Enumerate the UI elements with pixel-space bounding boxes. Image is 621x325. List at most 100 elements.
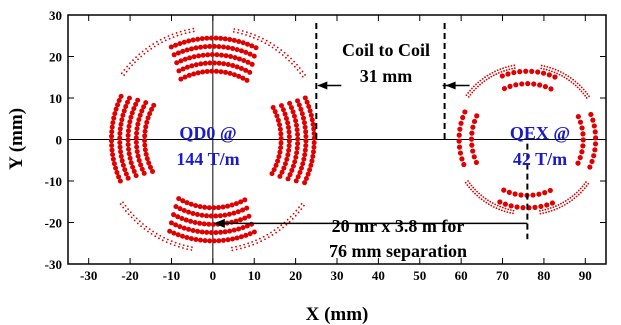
- yoke-dot: [257, 39, 259, 41]
- yoke-dot: [180, 31, 182, 33]
- coil-strand: [120, 158, 125, 163]
- yoke-dot: [472, 187, 474, 189]
- yoke-dot: [233, 31, 235, 33]
- coil-strand: [283, 112, 288, 117]
- coil-strand: [291, 109, 296, 114]
- coil-strand: [211, 205, 216, 210]
- x-tick-label: 0: [210, 268, 217, 283]
- yoke-dot: [584, 187, 586, 189]
- yoke-dot: [166, 241, 168, 243]
- coil-strand: [472, 119, 477, 124]
- coil-strand: [110, 148, 115, 153]
- yoke-dot: [499, 68, 501, 70]
- coil-strand: [126, 176, 131, 181]
- yoke-dot: [474, 193, 476, 195]
- yoke-dot: [493, 74, 495, 76]
- coil-strand: [587, 164, 592, 169]
- coil-strand: [469, 143, 474, 148]
- coil-strand: [199, 213, 204, 218]
- yoke-dot: [277, 47, 279, 49]
- coil-strand: [187, 73, 192, 78]
- yoke-dot: [244, 246, 246, 248]
- yoke-dot: [161, 41, 163, 43]
- yoke-dot: [556, 208, 558, 210]
- yoke-dot: [290, 58, 292, 60]
- yoke-dot: [509, 212, 511, 214]
- coil-strand: [544, 202, 549, 207]
- yoke-dot: [189, 31, 191, 33]
- coil-strand: [541, 71, 546, 76]
- coil-strand: [143, 129, 148, 134]
- coil-strand: [287, 134, 292, 139]
- yoke-dot: [147, 231, 149, 233]
- yoke-dot: [587, 183, 589, 185]
- yoke-dot: [511, 65, 513, 67]
- coil-strand: [303, 148, 308, 153]
- coil-strand: [185, 48, 190, 53]
- coil-strand: [138, 162, 143, 167]
- coil-strand: [230, 236, 235, 241]
- yoke-dot: [150, 48, 152, 50]
- coil-strand: [301, 116, 306, 121]
- coil-strand: [470, 125, 475, 130]
- coil-strand: [274, 163, 279, 168]
- x-tick-label: 90: [579, 268, 592, 283]
- coil-strand: [230, 46, 235, 51]
- coil-strand: [109, 138, 114, 143]
- coil-strand: [128, 115, 133, 120]
- yoke-dot: [551, 70, 553, 72]
- yoke-dot: [482, 196, 484, 198]
- coil-strand: [202, 205, 207, 210]
- yoke-dot: [469, 90, 471, 92]
- coil-strand: [236, 209, 241, 214]
- coil-strand: [135, 149, 140, 154]
- yoke-dot: [566, 78, 568, 80]
- yoke-dot: [474, 189, 476, 191]
- yoke-dot: [513, 64, 515, 66]
- coil-strand: [523, 69, 528, 74]
- coil-strand: [458, 150, 463, 155]
- yoke-dot: [499, 206, 501, 208]
- yoke-dot: [581, 91, 583, 93]
- coil-strand: [303, 143, 308, 148]
- yoke-dot: [479, 84, 481, 86]
- coil-strand: [293, 155, 298, 160]
- yoke-dot: [481, 198, 483, 200]
- yoke-dot: [572, 195, 574, 197]
- yoke-dot: [489, 73, 491, 75]
- yoke-dot: [158, 237, 160, 239]
- yoke-dot: [586, 93, 588, 95]
- yoke-dot: [573, 197, 575, 199]
- coil-strand: [126, 147, 131, 152]
- y-tick-label: -20: [45, 216, 62, 231]
- yoke-dot: [489, 201, 491, 203]
- yoke-dot: [128, 68, 130, 70]
- coil-strand: [457, 127, 462, 132]
- y-tick-label: -30: [45, 257, 62, 272]
- coil-strand: [218, 69, 223, 74]
- yoke-dot: [178, 246, 180, 248]
- yoke-dot: [303, 205, 305, 207]
- coil-strand: [576, 114, 581, 119]
- yoke-dot: [284, 52, 286, 54]
- yoke-dot: [501, 209, 503, 211]
- coil-strand: [122, 108, 127, 113]
- yoke-dot: [125, 210, 127, 212]
- coil-to-coil-label-line1: Coil to Coil: [342, 40, 430, 60]
- coil-strand: [134, 173, 139, 178]
- coil-strand: [200, 69, 205, 74]
- yoke-dot: [478, 193, 480, 195]
- yoke-dot: [583, 183, 585, 185]
- yoke-dot: [190, 249, 192, 251]
- yoke-dot: [579, 84, 581, 86]
- coil-strand: [223, 229, 228, 234]
- coil-strand: [308, 108, 313, 113]
- coil-strand: [176, 68, 181, 73]
- yoke-dot: [280, 224, 282, 226]
- yoke-dot: [547, 208, 549, 210]
- yoke-dot: [490, 76, 492, 78]
- yoke-dot: [264, 238, 266, 240]
- coil-strand: [278, 131, 283, 136]
- coil-strand: [236, 74, 241, 79]
- coil-strand: [591, 153, 596, 158]
